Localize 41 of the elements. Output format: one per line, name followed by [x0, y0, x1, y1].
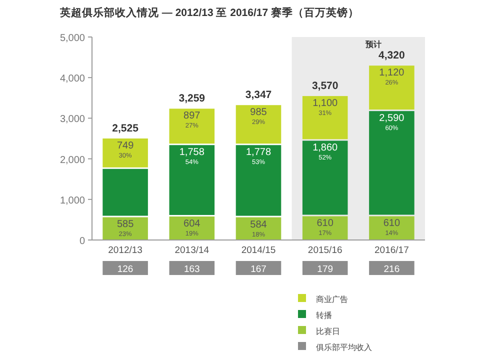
- chart-title: 英超俱乐部收入情况 — 2012/13 至 2016/17 赛季（百万英镑）: [59, 6, 359, 19]
- data-label: 1,860 52%: [312, 142, 338, 162]
- text: 216: [384, 264, 400, 275]
- x-tick-label: 2014/15: [241, 245, 276, 256]
- y-tick-label: 4,000: [60, 74, 86, 85]
- x-tick-label: 2013/14: [174, 245, 210, 256]
- data-label: 610 14%: [383, 218, 400, 238]
- total-label: 3,347: [245, 89, 272, 102]
- y-tick-label: 2,000: [60, 154, 86, 166]
- data-label: 897 27%: [184, 110, 201, 130]
- text: 167: [250, 264, 266, 275]
- legend-label: 转播: [316, 311, 332, 320]
- y-tick-label: 0: [79, 236, 86, 247]
- x-tick-label: 2012/13: [108, 245, 142, 256]
- total-label: 4,320: [378, 50, 405, 62]
- total-label: 3,570: [312, 80, 338, 92]
- y-tick-label: 3,000: [60, 114, 86, 126]
- data-label: 604 19%: [184, 218, 201, 238]
- data-label: 749 30%: [116, 140, 134, 160]
- band-label: 预计: [364, 40, 382, 49]
- x-tick-label: 2015/16: [308, 245, 342, 256]
- data-label: 584 18%: [250, 219, 268, 238]
- data-label: 585 23%: [116, 219, 134, 238]
- total-label: 3,259: [178, 92, 206, 105]
- y-tick-label: 1,000: [60, 195, 86, 206]
- text: 126: [117, 264, 134, 275]
- data-label: 1,120 26%: [379, 68, 405, 87]
- data-label: 1,778 53%: [246, 147, 272, 166]
- total-label: 2,525: [112, 122, 139, 134]
- y-tick-label: 5,000: [60, 33, 86, 44]
- data-label: 1,758 54%: [179, 147, 205, 166]
- legend-label: 商业广告: [316, 295, 348, 304]
- text: 俱乐部平均收入: [316, 343, 372, 352]
- data-label: 610 17%: [316, 218, 334, 238]
- text: 163: [184, 264, 200, 275]
- data-label: 2,590 60%: [379, 113, 405, 132]
- x-tick-label: 2016/17: [374, 245, 409, 256]
- data-label: 985 29%: [250, 107, 268, 126]
- data-label: 1,100 31%: [312, 98, 338, 118]
- legend-label: 比赛日: [316, 327, 340, 336]
- text: 179: [317, 264, 334, 275]
